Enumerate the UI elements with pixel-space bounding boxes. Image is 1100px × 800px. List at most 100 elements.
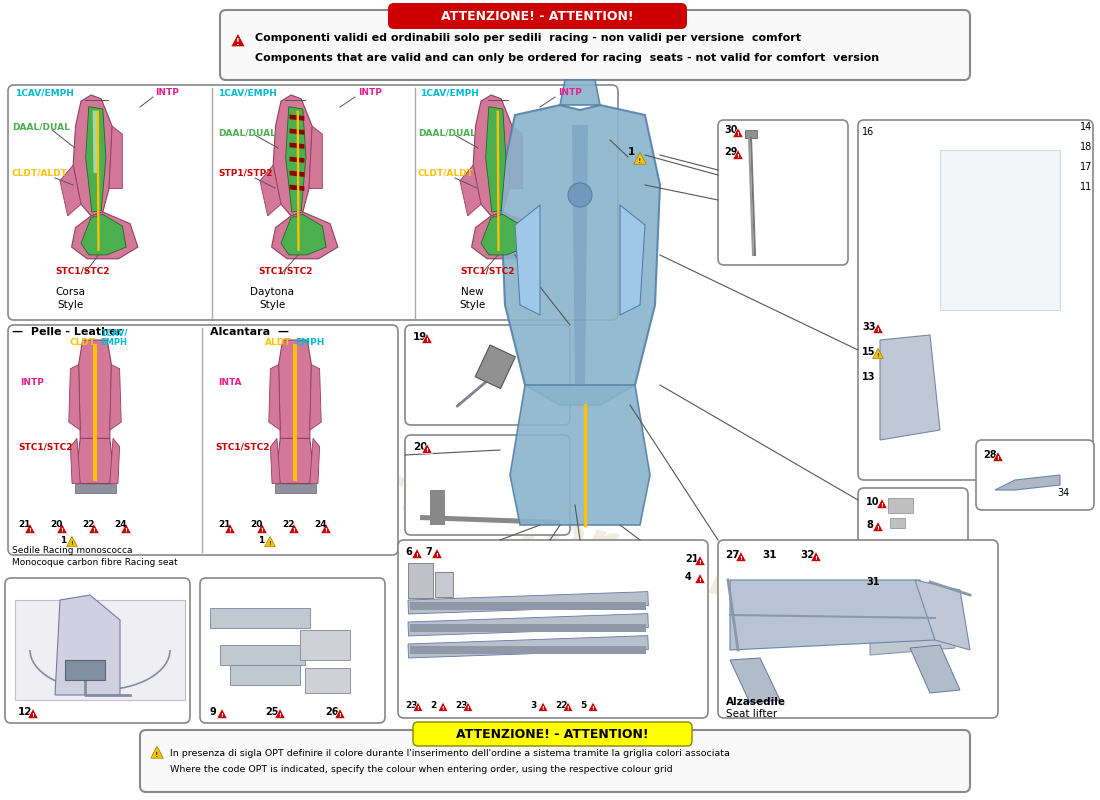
Text: !: !	[737, 132, 739, 137]
Text: !: !	[92, 528, 96, 533]
Polygon shape	[110, 365, 121, 430]
Bar	[745, 130, 757, 138]
Text: ALDT: ALDT	[265, 338, 292, 347]
Polygon shape	[588, 702, 598, 711]
Polygon shape	[414, 702, 422, 711]
Polygon shape	[89, 523, 99, 534]
Text: 23: 23	[405, 701, 418, 710]
Polygon shape	[286, 106, 306, 212]
Text: 9: 9	[210, 707, 217, 717]
Text: !: !	[32, 713, 34, 718]
Polygon shape	[110, 438, 120, 483]
Text: !: !	[60, 528, 64, 533]
Polygon shape	[910, 645, 960, 693]
Text: 1CAV/EMPH: 1CAV/EMPH	[218, 88, 277, 97]
Text: Style: Style	[459, 300, 485, 310]
FancyBboxPatch shape	[6, 578, 190, 723]
Polygon shape	[271, 438, 281, 483]
Polygon shape	[288, 523, 299, 534]
Polygon shape	[870, 595, 955, 655]
Polygon shape	[485, 106, 506, 212]
Text: 1CAV/EMPH: 1CAV/EMPH	[15, 88, 74, 97]
Polygon shape	[224, 523, 235, 534]
Text: INTA: INTA	[218, 378, 242, 387]
Polygon shape	[294, 344, 297, 481]
Text: 21: 21	[18, 520, 31, 529]
Polygon shape	[28, 709, 38, 718]
Text: !: !	[877, 526, 879, 531]
Polygon shape	[730, 658, 780, 703]
Text: STP1/STP2: STP1/STP2	[218, 168, 273, 177]
Text: 2: 2	[430, 701, 437, 710]
Text: 20: 20	[250, 520, 263, 529]
Text: STC1/STC2: STC1/STC2	[55, 267, 110, 276]
Polygon shape	[278, 340, 311, 459]
Polygon shape	[560, 80, 600, 105]
Bar	[275, 483, 316, 494]
Polygon shape	[500, 105, 660, 405]
Text: 6: 6	[405, 547, 411, 557]
Polygon shape	[97, 110, 100, 251]
Text: !: !	[268, 541, 272, 546]
Polygon shape	[411, 549, 422, 558]
Text: !: !	[221, 713, 223, 718]
FancyBboxPatch shape	[8, 325, 398, 555]
Text: STC1/STC2: STC1/STC2	[258, 267, 312, 276]
Text: !: !	[698, 560, 702, 565]
Polygon shape	[473, 95, 513, 216]
Polygon shape	[289, 170, 305, 177]
Polygon shape	[496, 110, 499, 251]
Polygon shape	[151, 746, 163, 758]
Polygon shape	[463, 702, 473, 711]
Polygon shape	[733, 127, 744, 138]
Bar	[410, 602, 646, 610]
Polygon shape	[320, 523, 331, 534]
Text: 3: 3	[530, 701, 537, 710]
Polygon shape	[280, 214, 327, 255]
Text: Daytona: Daytona	[250, 287, 294, 297]
Text: INTP: INTP	[155, 88, 179, 97]
Text: 22: 22	[556, 701, 568, 710]
Text: 20: 20	[50, 520, 63, 529]
Text: STC1/STC2: STC1/STC2	[18, 443, 73, 452]
Polygon shape	[256, 523, 267, 534]
Polygon shape	[310, 438, 320, 483]
Polygon shape	[430, 490, 446, 525]
Text: !: !	[881, 503, 883, 508]
Polygon shape	[310, 365, 321, 430]
Polygon shape	[289, 185, 305, 191]
Text: 34: 34	[1057, 488, 1069, 498]
Polygon shape	[420, 515, 560, 525]
Text: !: !	[426, 448, 428, 453]
Polygon shape	[472, 212, 538, 258]
Text: !: !	[293, 528, 296, 533]
Text: !: !	[997, 456, 1000, 461]
Bar	[888, 498, 913, 513]
Text: DAAL/DUAL: DAAL/DUAL	[12, 123, 70, 132]
Text: 11: 11	[1080, 182, 1092, 192]
Text: 31: 31	[866, 577, 880, 587]
Text: 21: 21	[685, 554, 698, 564]
Text: !: !	[124, 528, 128, 533]
Text: Alcantara  —: Alcantara —	[210, 327, 289, 337]
Text: 19: 19	[412, 332, 428, 342]
Text: !: !	[877, 328, 879, 333]
Polygon shape	[872, 349, 883, 358]
Text: INTP: INTP	[558, 88, 582, 97]
Polygon shape	[334, 709, 345, 718]
Polygon shape	[121, 523, 131, 534]
Text: a passion for parts: a passion for parts	[194, 412, 806, 628]
Text: Where the code OPT is indicated, specify the colour when entering order, using t: Where the code OPT is indicated, specify…	[170, 765, 672, 774]
Text: !: !	[698, 578, 702, 583]
Polygon shape	[56, 523, 67, 534]
Polygon shape	[24, 523, 35, 534]
Text: EMPH: EMPH	[295, 338, 324, 347]
Polygon shape	[872, 522, 883, 532]
Polygon shape	[289, 129, 305, 134]
Text: INTP: INTP	[358, 88, 382, 97]
Polygon shape	[268, 365, 280, 430]
FancyBboxPatch shape	[405, 435, 570, 535]
Text: DAAL/DUAL: DAAL/DUAL	[218, 128, 276, 137]
Text: CLDT/ALDT: CLDT/ALDT	[418, 168, 474, 177]
Polygon shape	[694, 555, 705, 566]
